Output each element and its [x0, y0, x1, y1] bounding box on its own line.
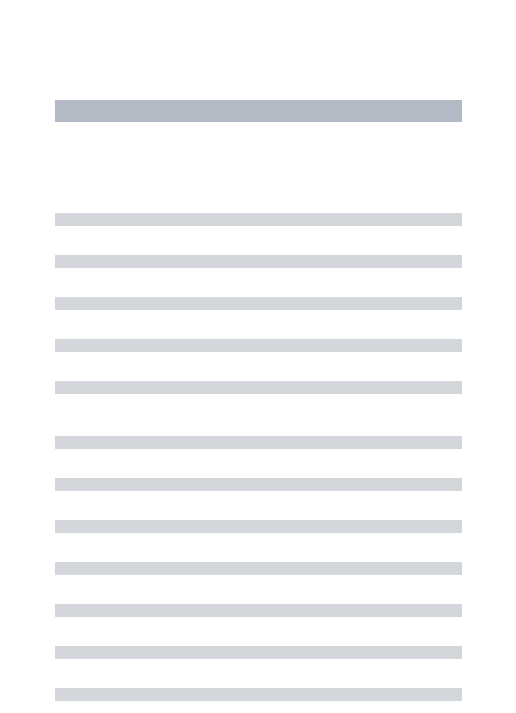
- Bar: [55, 255, 462, 268]
- Bar: [55, 646, 462, 659]
- Bar: [55, 297, 462, 310]
- Bar: [55, 100, 462, 122]
- Bar: [55, 213, 462, 226]
- Bar: [55, 562, 462, 575]
- Bar: [55, 604, 462, 617]
- Bar: [55, 520, 462, 533]
- Bar: [55, 381, 462, 394]
- Bar: [55, 478, 462, 491]
- Bar: [55, 688, 462, 701]
- Bar: [55, 339, 462, 352]
- Bar: [55, 436, 462, 449]
